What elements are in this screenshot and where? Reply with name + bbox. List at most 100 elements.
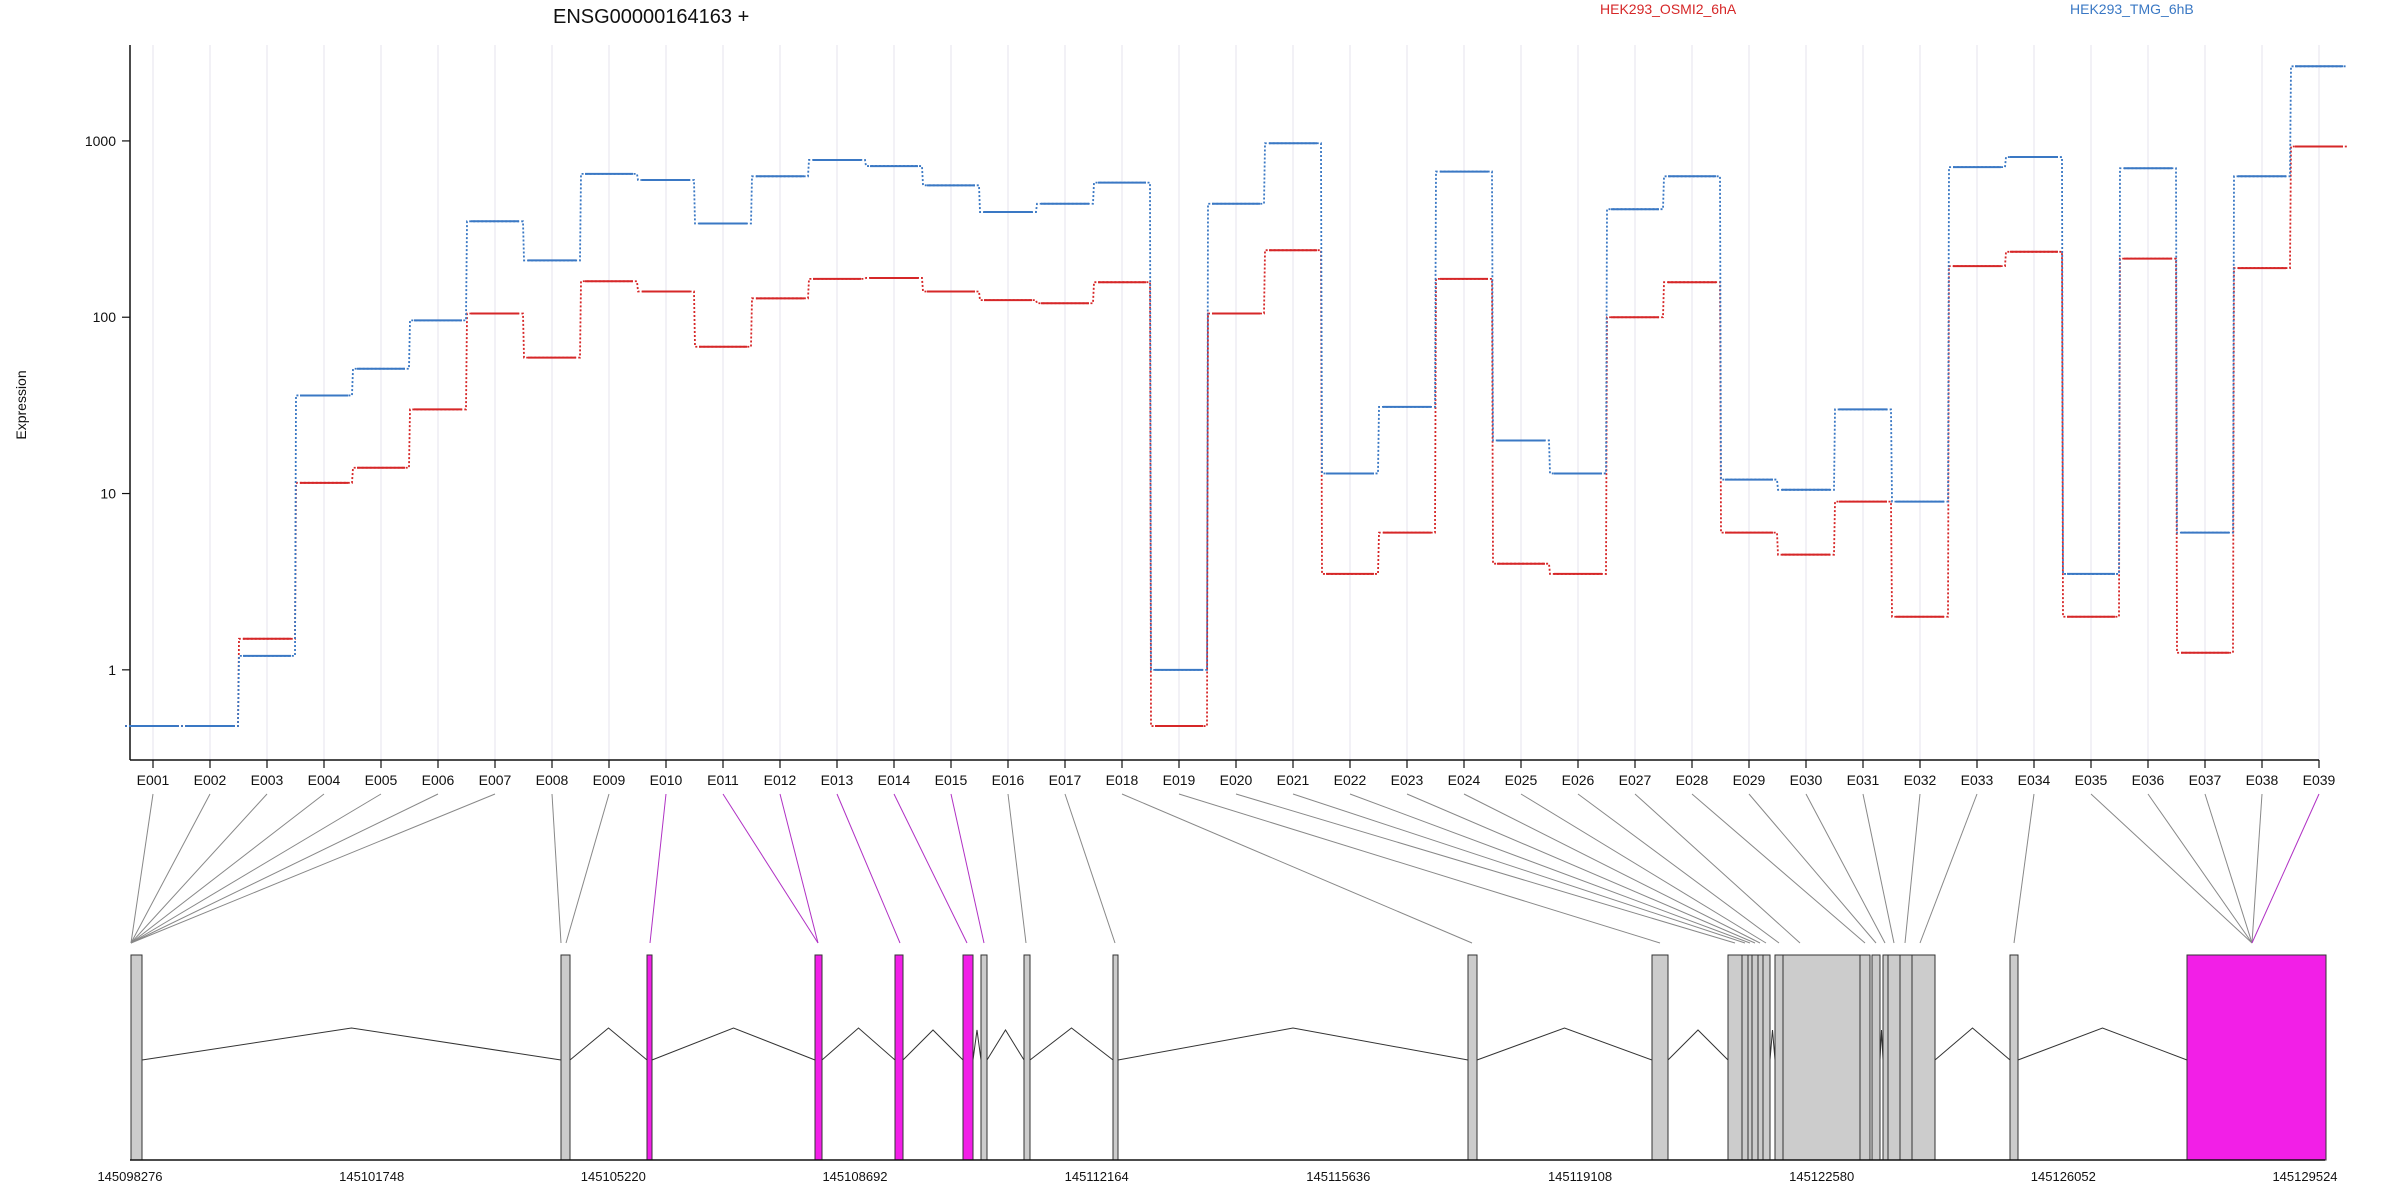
exon-box	[980, 954, 988, 1161]
x-tick-label: E002	[194, 772, 227, 788]
x-tick-label: E017	[1049, 772, 1082, 788]
grid-lines	[152, 45, 2320, 760]
x-tick-label: E007	[479, 772, 512, 788]
exon-connector	[2204, 793, 2253, 944]
series-lines	[125, 65, 2347, 728]
coord-tick-label: 145101748	[339, 1169, 404, 1184]
x-tick-label: E039	[2303, 772, 2336, 788]
intron-line	[2017, 1027, 2188, 1061]
exon-box	[1762, 954, 1771, 1161]
exon-connector	[1862, 793, 1895, 944]
exon-connector	[2090, 793, 2253, 944]
exon-connector	[2251, 793, 2320, 944]
exon-box	[1651, 954, 1669, 1161]
exon-box	[1727, 954, 1743, 1161]
x-tick-label: E034	[2018, 772, 2051, 788]
x-tick-label: E036	[2132, 772, 2165, 788]
y-tick-label: 10	[100, 486, 116, 502]
exon-box	[1112, 954, 1119, 1161]
exon-connector	[1577, 793, 1780, 944]
exon-connector	[2251, 793, 2263, 944]
exon-connector	[1292, 793, 1746, 944]
x-tick-label: E014	[878, 772, 911, 788]
coord-tick-label: 145098276	[97, 1169, 162, 1184]
exon-connector	[130, 793, 382, 944]
x-tick-label: E022	[1334, 772, 1367, 788]
exon-box	[1741, 954, 1749, 1161]
exon-connector	[565, 793, 610, 944]
exon-box	[1774, 954, 1784, 1161]
exon-box	[1882, 954, 1889, 1161]
coord-tick-label: 145112164	[1065, 1169, 1129, 1184]
legend-series-a: HEK293_OSMI2_6hA	[1600, 1, 1737, 17]
exon-connector	[1064, 793, 1116, 944]
exon-connector	[1463, 793, 1761, 944]
x-tick-label: E010	[650, 772, 683, 788]
exon-connector	[1634, 793, 1801, 944]
exon-box	[130, 954, 143, 1161]
x-tick-label: E001	[137, 772, 170, 788]
x-tick-label: E030	[1790, 772, 1823, 788]
x-tick-label: E003	[251, 772, 284, 788]
x-tick-label: E012	[764, 772, 797, 788]
exon-connector	[836, 793, 901, 944]
exon-box	[2009, 954, 2019, 1161]
x-tick-label: E038	[2246, 772, 2279, 788]
x-tick-label: E021	[1277, 772, 1310, 788]
coord-tick-label: 145115636	[1306, 1169, 1370, 1184]
exon-connector	[1520, 793, 1767, 944]
exon-box	[1859, 954, 1871, 1161]
x-tick-label: E035	[2075, 772, 2108, 788]
intron-line	[972, 1029, 982, 1061]
x-tick-label: E005	[365, 772, 398, 788]
exon-box	[1782, 954, 1861, 1161]
x-tick-label: E031	[1847, 772, 1880, 788]
coord-tick-label: 145122580	[1789, 1169, 1854, 1184]
x-tick-label: E023	[1391, 772, 1424, 788]
coord-tick-label: 145105220	[581, 1169, 646, 1184]
intron-line	[141, 1027, 562, 1061]
exon-box	[1911, 954, 1936, 1161]
coord-tick-label: 145108692	[822, 1169, 887, 1184]
x-tick-label: E004	[308, 772, 341, 788]
exon-box	[2186, 954, 2327, 1161]
exon-connector	[1235, 793, 1736, 944]
y-axis-label: Expression	[13, 370, 29, 439]
exon-connectors	[130, 793, 2320, 944]
x-tick-label: E026	[1562, 772, 1595, 788]
x-tick-label: E008	[536, 772, 569, 788]
exon-box	[962, 954, 974, 1161]
exon-connector	[130, 793, 211, 944]
x-tick-label: E020	[1220, 772, 1253, 788]
x-tick-label: E016	[992, 772, 1025, 788]
exon-connector	[1178, 793, 1661, 944]
intron-line	[1029, 1027, 1114, 1061]
x-tick-label: E028	[1676, 772, 1709, 788]
x-tick-label: E027	[1619, 772, 1652, 788]
intron-line	[651, 1027, 816, 1061]
exon-connector	[649, 793, 667, 944]
exon-box	[646, 954, 653, 1161]
exon-connector	[551, 793, 562, 944]
intron-line	[1476, 1027, 1653, 1061]
intron-line	[821, 1027, 896, 1061]
x-tick-label: E025	[1505, 772, 1538, 788]
exon-connector	[130, 793, 496, 944]
exon-connector	[1406, 793, 1756, 944]
exon-connector	[893, 793, 968, 944]
x-tick-label: E015	[935, 772, 968, 788]
coord-tick-label: 145129524	[2272, 1169, 2337, 1184]
chart-title: ENSG00000164163 +	[553, 6, 749, 28]
exon-connector	[950, 793, 985, 944]
exon-box	[1023, 954, 1031, 1161]
exon-box	[1887, 954, 1901, 1161]
gene-model	[130, 954, 2327, 1161]
x-tick-label: E019	[1163, 772, 1196, 788]
x-tick-label: E033	[1961, 772, 1994, 788]
exon-connector	[1805, 793, 1886, 944]
intron-line	[1667, 1029, 1729, 1061]
genomic-coordinate-axis: 145098276 145101748 145105220 145108692 1451…	[97, 1159, 2338, 1184]
x-tick-label: E024	[1448, 772, 1481, 788]
x-tick-label: E011	[707, 772, 739, 788]
